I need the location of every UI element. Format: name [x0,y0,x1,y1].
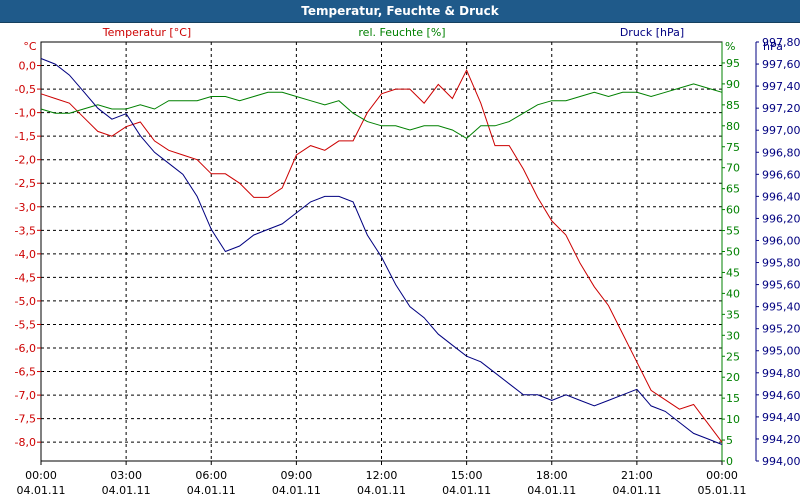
x-tick-label-time: 03:00 [110,469,142,482]
pressure-tick-label: 997,00 [762,124,800,137]
x-tick-label-time: 18:00 [536,469,568,482]
humidity-tick-label: 50 [726,246,740,259]
pressure-series-line [40,58,723,445]
humidity-tick-label: 90 [726,78,740,91]
pressure-tick-label: 996,00 [762,234,800,247]
x-tick-label-date: 04.01.11 [527,484,576,497]
humidity-tick-label: 10 [726,413,740,426]
humidity-tick-label: 40 [726,287,740,300]
temperature-tick-label: -7,0 [15,389,36,402]
x-tick-label-time: 15:00 [451,469,483,482]
humidity-tick-label: 85 [726,99,740,112]
pressure-tick-label: 997,40 [762,80,800,93]
pressure-tick-label: 994,60 [762,389,800,402]
x-tick-label-time: 00:00 [706,469,738,482]
temperature-tick-label: -1,5 [15,130,36,143]
humidity-tick-label: 5 [726,434,733,447]
temperature-series-line [40,69,723,443]
x-tick-label-time: 09:00 [281,469,313,482]
humidity-axis-label: rel. Feuchte [%] [358,26,445,39]
x-tick-label-date: 04.01.11 [442,484,491,497]
pressure-tick-label: 995,00 [762,345,800,358]
pressure-tick-label: 996,20 [762,212,800,225]
pressure-tick-label: 994,00 [762,455,800,468]
x-tick-label-date: 04.01.11 [612,484,661,497]
pressure-unit-label: hPa [763,40,783,53]
humidity-tick-label: 15 [726,392,740,405]
temperature-tick-label: -3,5 [15,224,36,237]
humidity-tick-label: 55 [726,225,740,238]
temperature-tick-label: 0,0 [19,60,37,73]
pressure-tick-label: 995,60 [762,279,800,292]
pressure-tick-label: 995,80 [762,257,800,270]
temperature-axis-label: Temperatur [°C] [102,26,191,39]
humidity-tick-label: 25 [726,350,740,363]
temperature-tick-label: -0,5 [15,83,36,96]
temperature-tick-label: -7,5 [15,413,36,426]
humidity-tick-label: 70 [726,162,740,175]
humidity-tick-label: 20 [726,371,740,384]
temperature-tick-label: -4,5 [15,271,36,284]
humidity-tick-label: 0 [726,455,733,468]
pressure-tick-label: 995,40 [762,301,800,314]
pressure-tick-label: 997,60 [762,58,800,71]
pressure-tick-label: 996,60 [762,168,800,181]
pressure-tick-label: 997,20 [762,102,800,115]
x-tick-label-date: 04.01.11 [357,484,406,497]
temperature-tick-label: -6,5 [15,366,36,379]
chart-title: Temperatur, Feuchte & Druck [301,4,499,18]
temperature-tick-label: -3,0 [15,201,36,214]
x-tick-label-time: 06:00 [195,469,227,482]
temperature-tick-label: -2,5 [15,177,36,190]
humidity-tick-label: 95 [726,57,740,70]
temperature-unit-label: °C [23,40,37,53]
chart-title-bar: Temperatur, Feuchte & Druck [0,0,800,23]
x-tick-label-time: 00:00 [25,469,57,482]
humidity-tick-label: 80 [726,120,740,133]
x-tick-label-time: 21:00 [621,469,653,482]
pressure-tick-label: 997,80 [762,36,800,49]
temperature-tick-label: -6,0 [15,342,36,355]
temperature-tick-label: -1,0 [15,107,36,120]
pressure-tick-label: 996,40 [762,190,800,203]
humidity-tick-label: 75 [726,141,740,154]
pressure-tick-label: 994,20 [762,433,800,446]
x-tick-label-time: 12:00 [366,469,398,482]
humidity-tick-label: 45 [726,266,740,279]
temperature-tick-label: -5,0 [15,295,36,308]
x-tick-label-date: 04.01.11 [17,484,66,497]
humidity-tick-label: 30 [726,329,740,342]
x-tick-label-date: 04.01.11 [102,484,151,497]
pressure-tick-label: 996,80 [762,146,800,159]
x-tick-label-date: 04.01.11 [187,484,236,497]
temperature-tick-label: -5,5 [15,318,36,331]
humidity-unit-label: % [725,40,735,53]
humidity-tick-label: 35 [726,308,740,321]
temperature-tick-label: -2,0 [15,154,36,167]
pressure-tick-label: 994,40 [762,411,800,424]
pressure-tick-label: 994,80 [762,367,800,380]
temperature-tick-label: -8,0 [15,436,36,449]
x-tick-label-date: 05.01.11 [698,484,747,497]
temperature-tick-label: -4,0 [15,248,36,261]
x-tick-label-date: 04.01.11 [272,484,321,497]
humidity-series-line [40,83,723,140]
pressure-tick-label: 995,20 [762,323,800,336]
humidity-tick-label: 65 [726,183,740,196]
pressure-axis-label: Druck [hPa] [620,26,684,39]
humidity-tick-label: 60 [726,204,740,217]
